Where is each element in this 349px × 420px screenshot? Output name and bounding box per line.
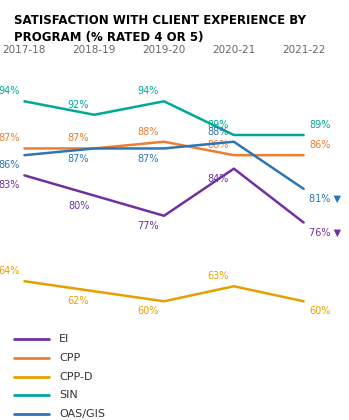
Text: 62%: 62% xyxy=(68,296,89,306)
Text: 84%: 84% xyxy=(208,174,229,184)
Text: 92%: 92% xyxy=(68,100,89,110)
Text: OAS/GIS: OAS/GIS xyxy=(59,409,105,419)
Text: 86%: 86% xyxy=(0,160,20,170)
Text: 76% ▼: 76% ▼ xyxy=(309,228,341,238)
Text: 89%: 89% xyxy=(208,120,229,130)
Text: 2020-21: 2020-21 xyxy=(212,45,255,55)
Text: EI: EI xyxy=(59,334,69,344)
Text: 81% ▼: 81% ▼ xyxy=(309,194,341,204)
Text: 94%: 94% xyxy=(0,86,20,96)
Text: SIN: SIN xyxy=(59,390,78,400)
Text: 86%: 86% xyxy=(309,140,331,150)
Text: 88%: 88% xyxy=(208,126,229,136)
Text: 60%: 60% xyxy=(138,306,159,316)
Text: 2021-22: 2021-22 xyxy=(282,45,325,55)
Text: CPP-D: CPP-D xyxy=(59,372,93,382)
Text: 86%: 86% xyxy=(208,140,229,150)
Text: 77%: 77% xyxy=(138,221,159,231)
Text: 87%: 87% xyxy=(0,133,20,143)
Text: 88%: 88% xyxy=(138,126,159,136)
Text: SATISFACTION WITH CLIENT EXPERIENCE BY
PROGRAM (% RATED 4 OR 5): SATISFACTION WITH CLIENT EXPERIENCE BY P… xyxy=(14,14,306,45)
Text: 2018-19: 2018-19 xyxy=(73,45,116,55)
Text: 2017-18: 2017-18 xyxy=(3,45,46,55)
Text: 89%: 89% xyxy=(309,120,331,130)
Text: 87%: 87% xyxy=(138,154,159,163)
Text: 87%: 87% xyxy=(68,133,89,143)
Text: 63%: 63% xyxy=(208,271,229,281)
Text: 94%: 94% xyxy=(138,86,159,96)
Text: 87%: 87% xyxy=(68,154,89,163)
Text: CPP: CPP xyxy=(59,353,81,363)
Text: 83%: 83% xyxy=(0,181,20,191)
Text: 80%: 80% xyxy=(68,201,89,211)
Text: 64%: 64% xyxy=(0,266,20,276)
Text: 60%: 60% xyxy=(309,306,331,316)
Text: 2019-20: 2019-20 xyxy=(142,45,186,55)
